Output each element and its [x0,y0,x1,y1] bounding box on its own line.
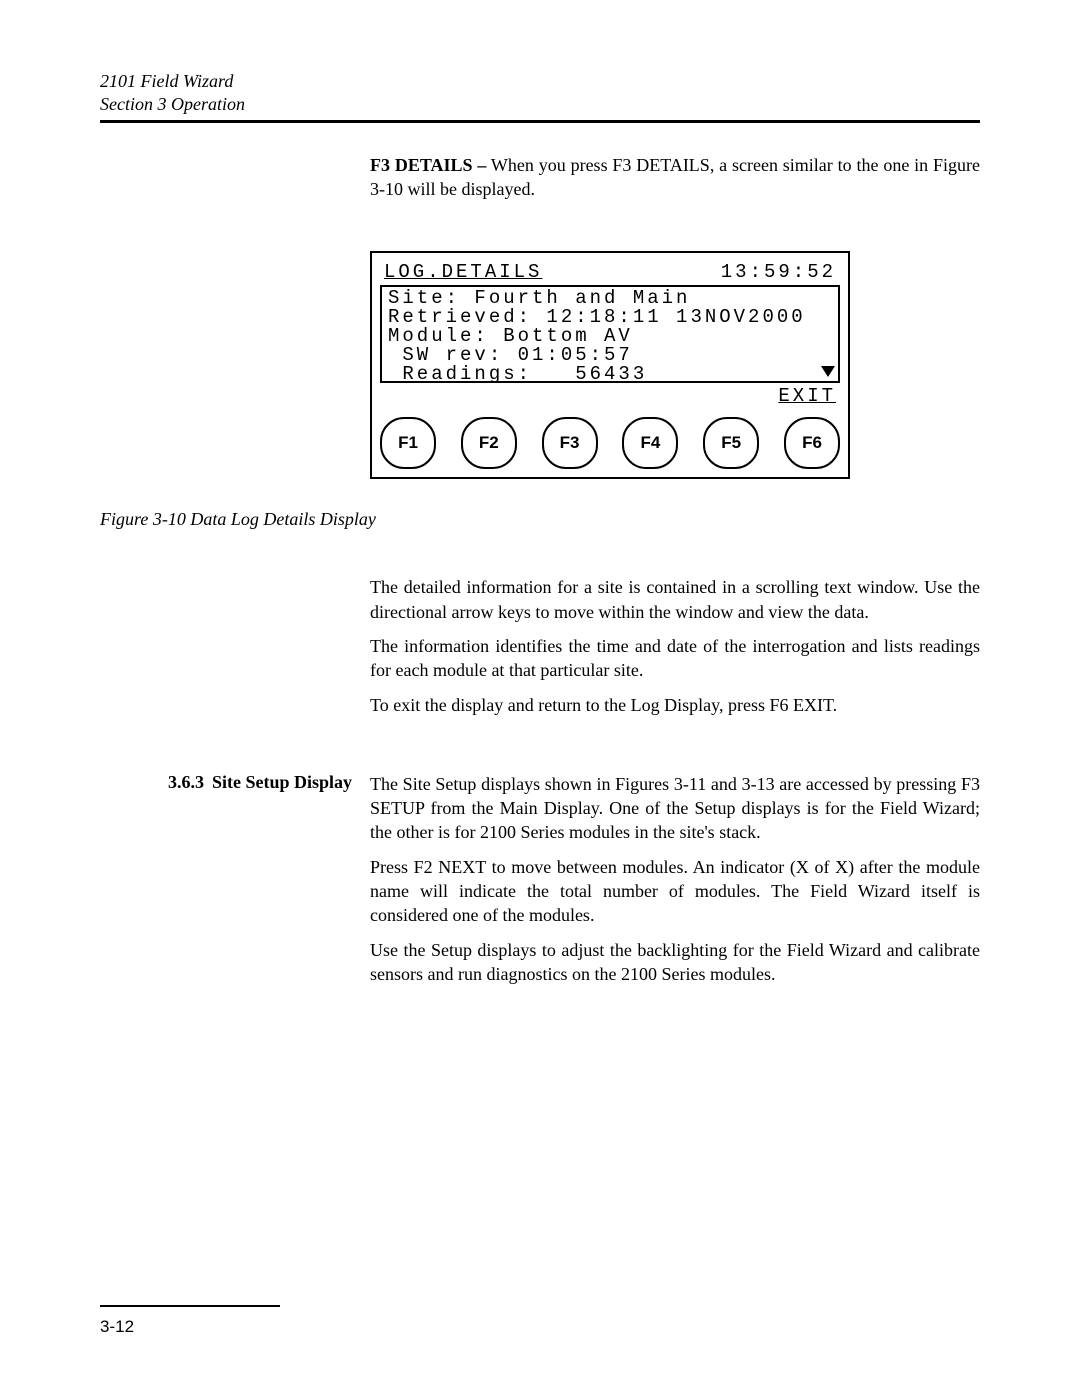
f2-key[interactable]: F2 [461,417,517,469]
page-header: 2101 Field Wizard Section 3 Operation [100,70,980,123]
section-363: 3.6.3 Site Setup Display The Site Setup d… [100,772,980,996]
section-heading: 3.6.3 Site Setup Display [100,772,370,996]
lcd-bottom-row: EXIT [380,383,840,407]
lcd-time: 13:59:52 [721,261,836,283]
page-number: 3-12 [100,1317,980,1337]
intro-paragraph: F3 DETAILS – When you press F3 DETAILS, … [370,153,980,212]
section-body: The Site Setup displays shown in Figures… [370,772,980,996]
header-title: 2101 Field Wizard [100,70,980,93]
paragraph: Press F2 NEXT to move between modules. A… [370,855,980,928]
f3-key[interactable]: F3 [542,417,598,469]
content-area: F3 DETAILS – When you press F3 DETAILS, … [100,153,980,996]
page-footer: 3-12 [100,1305,980,1337]
header-section: Section 3 Operation [100,93,980,116]
header-rule [100,120,980,123]
paragraph: The detailed information for a site is c… [370,575,980,624]
f4-key[interactable]: F4 [622,417,678,469]
lcd-line: Readings: 56433 [388,365,832,383]
paragraph: To exit the display and return to the Lo… [370,693,980,717]
lcd-exit-label: EXIT [778,385,836,407]
detail-paragraphs: The detailed information for a site is c… [370,575,980,726]
lcd-top-row: LOG.DETAILS 13:59:52 [380,261,840,283]
paragraph: The information identifies the time and … [370,634,980,683]
lcd-content-box: Site: Fourth and Main Retrieved: 12:18:1… [380,285,840,383]
intro-bold-lead: F3 DETAILS – [370,155,486,175]
f6-key[interactable]: F6 [784,417,840,469]
paragraph: Use the Setup displays to adjust the bac… [370,938,980,987]
section-number: 3.6.3 [168,772,204,793]
fkey-row: F1 F2 F3 F4 F5 F6 [380,417,840,469]
paragraph: The Site Setup displays shown in Figures… [370,772,980,845]
footer-rule [100,1305,280,1307]
lcd-screen-figure: LOG.DETAILS 13:59:52 Site: Fourth and Ma… [370,251,850,479]
lcd-title: LOG.DETAILS [384,261,542,283]
figure-caption: Figure 3-10 Data Log Details Display [100,509,980,530]
f5-key[interactable]: F5 [703,417,759,469]
f1-key[interactable]: F1 [380,417,436,469]
section-title: Site Setup Display [212,772,352,792]
scroll-down-icon [818,361,840,383]
